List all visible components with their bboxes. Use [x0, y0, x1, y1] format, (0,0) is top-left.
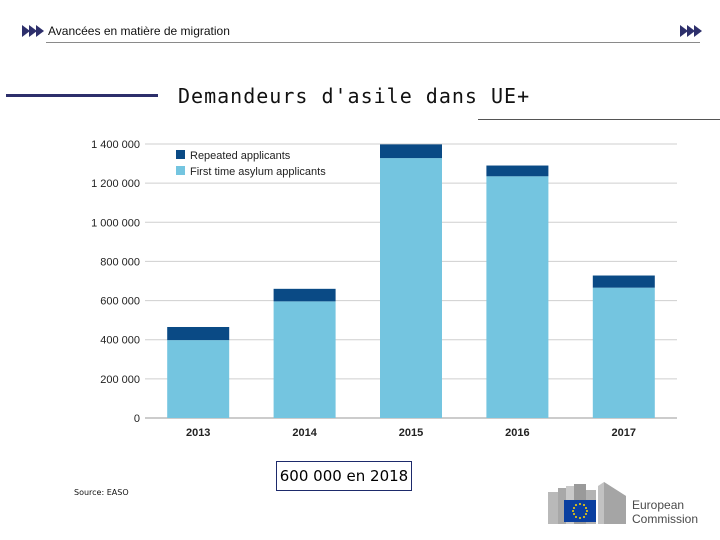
y-tick-label: 800 000 — [100, 256, 140, 268]
x-tick-label: 2017 — [612, 427, 636, 439]
bar-first-time-2013 — [167, 340, 230, 418]
legend-label-first-time: First time asylum applicants — [190, 166, 326, 178]
bar-repeated-2014 — [273, 288, 336, 302]
eu-flag-icon — [564, 500, 596, 522]
callout-box: 600 000 en 2018 — [276, 461, 412, 491]
bar-first-time-2015 — [380, 158, 442, 418]
x-tick-label: 2015 — [399, 427, 423, 439]
y-tick-label: 400 000 — [100, 335, 140, 347]
y-tick-label: 1 200 000 — [91, 178, 140, 190]
logo-text-line1: European — [632, 498, 684, 512]
legend-swatch-first-time — [176, 166, 185, 175]
header-title: Avancées en matière de migration — [48, 24, 230, 38]
slide-title: Demandeurs d'asile dans UE+ — [178, 84, 531, 108]
bar-first-time-2017 — [592, 287, 655, 418]
double-arrow-icon — [22, 25, 44, 37]
x-tick-label: 2014 — [292, 427, 317, 439]
y-tick-label: 200 000 — [100, 374, 140, 386]
x-tick-label: 2016 — [505, 427, 529, 439]
source-note: Source: EASO — [74, 488, 129, 497]
bar-first-time-2016 — [486, 176, 549, 418]
bar-repeated-2017 — [592, 275, 655, 288]
title-divider — [478, 119, 720, 120]
y-tick-label: 0 — [134, 413, 140, 425]
logo-text-line2: Commission — [632, 512, 698, 526]
legend-swatch-repeated — [176, 150, 185, 159]
bar-first-time-2014 — [273, 301, 336, 418]
y-tick-label: 1 400 000 — [91, 139, 140, 151]
bar-repeated-2013 — [167, 326, 230, 341]
y-tick-label: 1 000 000 — [91, 217, 140, 229]
y-tick-label: 600 000 — [100, 296, 140, 308]
header-divider — [46, 42, 700, 43]
bar-repeated-2016 — [486, 165, 549, 177]
title-accent-bar — [6, 94, 158, 97]
bar-repeated-2015 — [380, 144, 442, 159]
double-arrow-icon — [680, 25, 702, 37]
stacked-bar-chart: 0 200 000 400 000 600 000 800 000 1 000 000 1 … — [91, 139, 677, 439]
european-commission-logo: European Commission — [548, 482, 698, 526]
x-tick-label: 2013 — [186, 427, 210, 439]
legend-label-repeated: Repeated applicants — [190, 150, 291, 162]
